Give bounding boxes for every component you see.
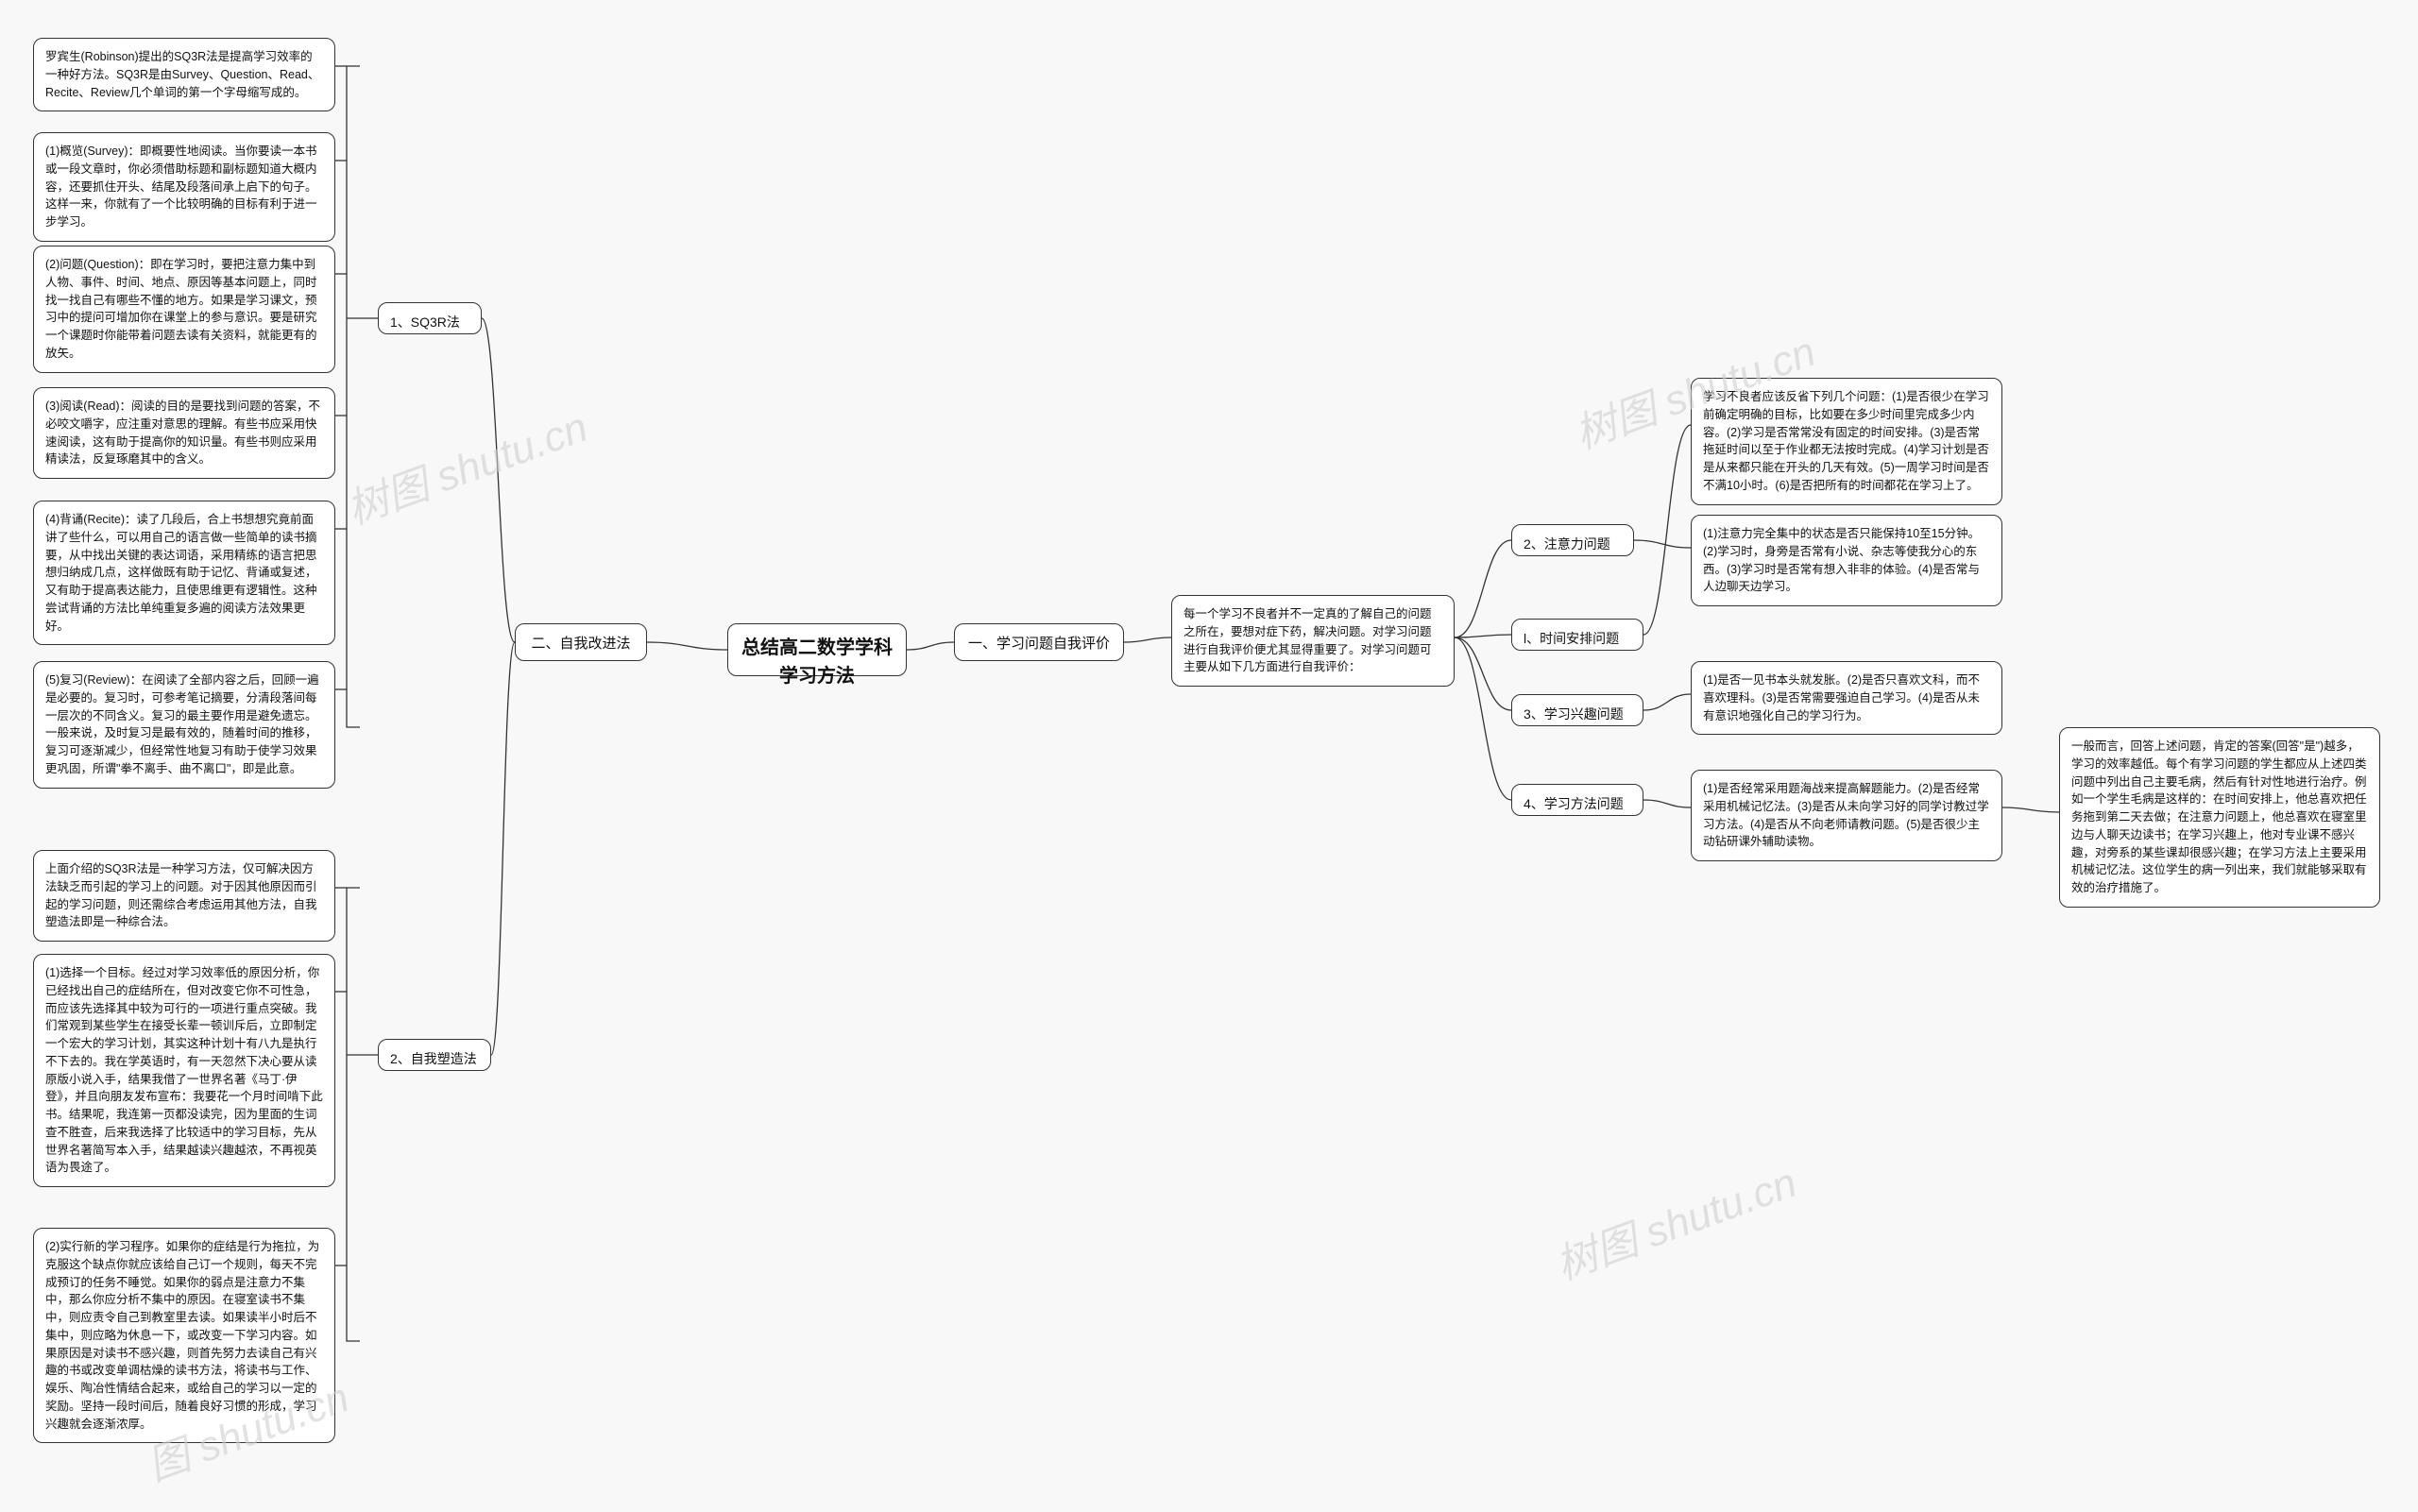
mindmap-node: 一般而言，回答上述问题，肯定的答案(回答"是")越多，学习的效率越低。每个有学习… bbox=[2059, 727, 2380, 908]
mindmap-canvas: 总结高二数学学科学习方法 二、自我改进法 1、SQ3R法 罗宾生(Robinson)提… bbox=[0, 0, 2418, 1512]
mindmap-node: 2、自我塑造法 bbox=[378, 1039, 491, 1071]
mindmap-node: (1)概览(Survey)：即概要性地阅读。当你要读一本书或一段文章时，你必须借… bbox=[33, 132, 335, 242]
mindmap-node: 学习不良者应该反省下列几个问题：(1)是否很少在学习前确定明确的目标，比如要在多… bbox=[1691, 378, 2002, 505]
watermark: 树图 shutu.cn bbox=[337, 393, 594, 535]
mindmap-node: (2)实行新的学习程序。如果你的症结是行为拖拉，为克服这个缺点你就应该给自己订一… bbox=[33, 1228, 335, 1443]
mindmap-node: (1)选择一个目标。经过对学习效率低的原因分析，你已经找出自己的症结所在，但对改… bbox=[33, 954, 335, 1187]
mindmap-node: (1)注意力完全集中的状态是否只能保持10至15分钟。(2)学习时，身旁是否常有… bbox=[1691, 515, 2002, 606]
mindmap-node: 3、学习兴趣问题 bbox=[1511, 694, 1643, 726]
mindmap-node: (2)问题(Question)：即在学习时，要把注意力集中到人物、事件、时间、地… bbox=[33, 246, 335, 373]
mindmap-node: (1)是否一见书本头就发胀。(2)是否只喜欢文科，而不喜欢理科。(3)是否常需要… bbox=[1691, 661, 2002, 735]
mindmap-node: 一、学习问题自我评价 bbox=[954, 623, 1124, 661]
mindmap-node: 二、自我改进法 bbox=[515, 623, 647, 661]
mindmap-node: (1)是否经常采用题海战来提高解题能力。(2)是否经常采用机械记忆法。(3)是否… bbox=[1691, 770, 2002, 861]
mindmap-node: 罗宾生(Robinson)提出的SQ3R法是提高学习效率的一种好方法。SQ3R是… bbox=[33, 38, 335, 111]
mindmap-node: (3)阅读(Read)：阅读的目的是要找到问题的答案，不必咬文嚼字，应注重对意思… bbox=[33, 387, 335, 479]
mindmap-node: l、时间安排问题 bbox=[1511, 619, 1643, 651]
mindmap-node: (5)复习(Review)：在阅读了全部内容之后，回顾一遍是必要的。复习时，可参… bbox=[33, 661, 335, 789]
mindmap-node: 上面介绍的SQ3R法是一种学习方法，仅可解决因方法缺乏而引起的学习上的问题。对于… bbox=[33, 850, 335, 942]
mindmap-node: 总结高二数学学科学习方法 bbox=[727, 623, 907, 676]
mindmap-node: 4、学习方法问题 bbox=[1511, 784, 1643, 816]
connectors bbox=[0, 0, 2418, 1512]
mindmap-node: 2、注意力问题 bbox=[1511, 524, 1634, 556]
mindmap-node: 1、SQ3R法 bbox=[378, 302, 482, 334]
mindmap-node: (4)背诵(Recite)：读了几段后，合上书想想究竟前面讲了些什么，可以用自己… bbox=[33, 501, 335, 645]
mindmap-node: 每一个学习不良者并不一定真的了解自己的问题之所在，要想对症下药，解决问题。对学习… bbox=[1171, 595, 1455, 687]
watermark: 树图 shutu.cn bbox=[1546, 1148, 1803, 1291]
